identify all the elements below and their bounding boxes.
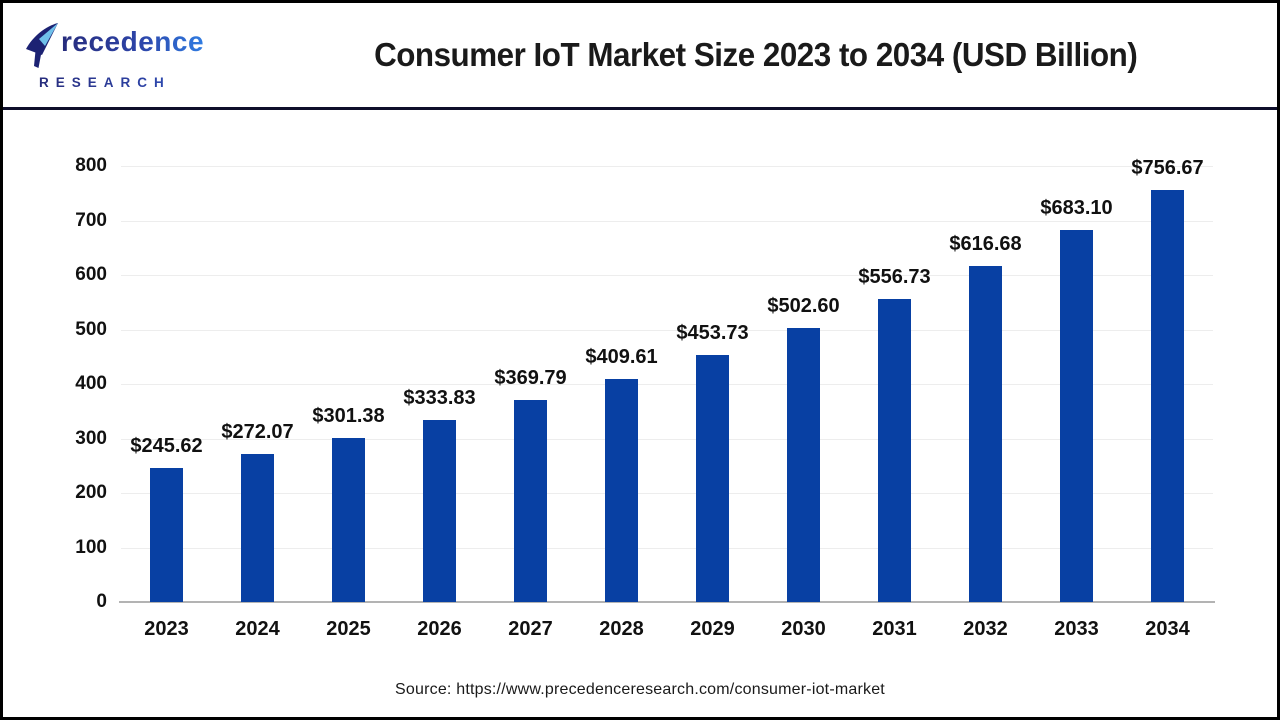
y-axis-tick-label: 800: [75, 155, 107, 176]
x-axis-year-label: 2031: [872, 618, 917, 640]
x-axis-year-label: 2026: [417, 618, 462, 640]
x-axis-year-label: 2032: [963, 618, 1008, 640]
bar-chart: 0 100 200 300 400 500 600 700 800 $245.62 2023 $272…: [3, 3, 1277, 717]
bar-2027: [514, 400, 547, 602]
bar-value-label: $556.73: [858, 265, 931, 288]
x-axis-year-label: 2029: [690, 618, 735, 640]
gridline-300: [121, 438, 1213, 440]
y-axis-tick-label: 300: [75, 427, 107, 449]
x-axis-year-label: 2034: [1145, 618, 1190, 640]
paper-plane-logo-icon: [25, 22, 59, 72]
y-axis-tick-label: 500: [75, 318, 107, 340]
source-text: Source: https://www.precedenceresearch.c…: [395, 681, 885, 698]
x-axis-year-label: 2025: [326, 618, 371, 640]
bar-2028: [605, 378, 638, 602]
bar-value-label: $245.62: [130, 435, 203, 458]
x-axis-year-label: 2033: [1054, 618, 1099, 640]
logo-subtext: RESEARCH: [39, 76, 248, 90]
gridline-500: [121, 329, 1213, 331]
bar-2030: [787, 328, 820, 602]
gridline-800: [121, 166, 1213, 167]
logo-top: recedence: [25, 20, 248, 72]
x-axis-year-label: 2028: [599, 618, 644, 640]
bar-2031: [878, 298, 911, 602]
x-axis-year-label: 2023: [144, 618, 189, 640]
logo: recedence RESEARCH: [3, 20, 248, 90]
bar-2023: [150, 468, 183, 602]
y-axis-tick-label: 200: [75, 482, 107, 503]
y-axis-tick-label: 100: [75, 536, 107, 558]
bar-value-label: $683.10: [1040, 196, 1113, 219]
x-axis-line: [119, 601, 1215, 603]
header: recedence RESEARCH Consumer IoT Market S…: [3, 3, 1277, 107]
x-axis-year-label: 2024: [235, 618, 280, 640]
y-axis-tick-label: 600: [75, 264, 107, 285]
bar-2025: [332, 437, 365, 602]
bar-value-label: $756.67: [1131, 156, 1204, 179]
header-divider: [3, 107, 1277, 110]
bar-value-label: $409.61: [585, 345, 658, 368]
bar-value-label: $616.68: [949, 232, 1022, 255]
gridline-600: [121, 275, 1213, 276]
gridline-100: [121, 547, 1213, 549]
x-axis-year-label: 2027: [508, 618, 553, 640]
bar-2029: [696, 354, 729, 602]
bar-2026: [423, 420, 456, 602]
bar-value-label: $502.60: [767, 295, 840, 318]
title-wrap: Consumer IoT Market Size 2023 to 2034 (U…: [248, 36, 1277, 74]
gridline-400: [121, 384, 1213, 385]
bar-2033: [1060, 229, 1093, 602]
gridline-700: [121, 220, 1213, 222]
logo-wordmark: recedence: [61, 26, 205, 58]
bar-value-label: $333.83: [403, 387, 476, 410]
chart-title: Consumer IoT Market Size 2023 to 2034 (U…: [373, 36, 1138, 73]
bar-value-label: $301.38: [312, 404, 385, 427]
y-axis-tick-label: 700: [75, 209, 107, 231]
bar-2032: [969, 265, 1002, 602]
y-axis-tick-label: 400: [75, 373, 107, 394]
bar-2034: [1151, 189, 1184, 602]
bar-2024: [241, 453, 274, 602]
x-axis-year-label: 2030: [781, 618, 826, 640]
bar-value-label: $453.73: [676, 321, 749, 344]
bar-value-label: $272.07: [221, 420, 294, 443]
bar-value-label: $369.79: [494, 367, 567, 390]
gridline-200: [121, 493, 1213, 494]
y-axis-tick-label: 0: [96, 591, 107, 612]
footer: Source: https://www.precedenceresearch.c…: [3, 681, 1277, 699]
